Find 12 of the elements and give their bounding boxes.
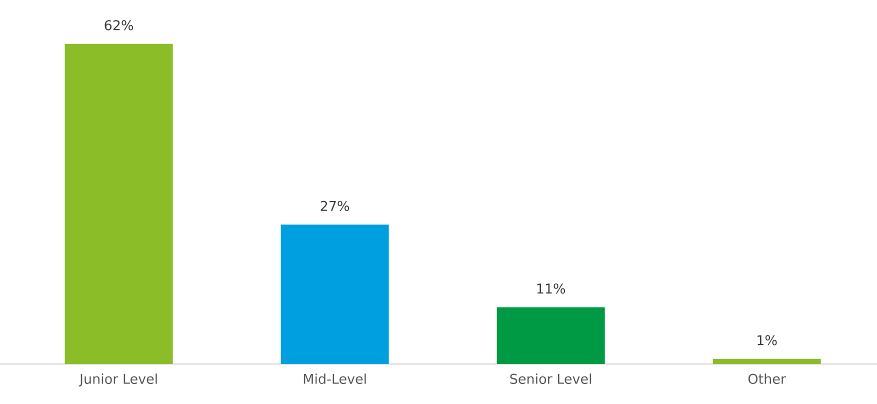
data-label: 27% <box>320 200 350 212</box>
bar <box>280 224 389 364</box>
data-label: 11% <box>537 283 566 294</box>
x-tick-label: Other <box>748 374 786 384</box>
x-tick-label: Junior Level <box>78 374 157 386</box>
x-tick-label: Senior Level <box>510 374 592 384</box>
x-tick-label: Mid-Level <box>304 374 366 384</box>
bar <box>496 307 605 364</box>
bar <box>64 44 173 364</box>
data-label: 62% <box>104 20 134 30</box>
data-label: 1% <box>758 335 777 346</box>
bar <box>712 358 821 364</box>
